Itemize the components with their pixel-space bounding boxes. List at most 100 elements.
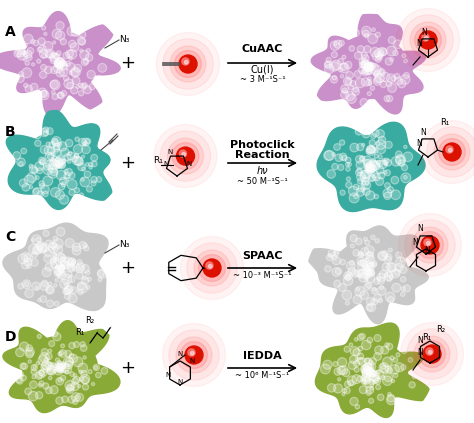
Circle shape	[48, 376, 52, 380]
Circle shape	[68, 152, 72, 155]
Circle shape	[361, 253, 364, 256]
Circle shape	[57, 266, 62, 270]
Circle shape	[361, 58, 368, 65]
Circle shape	[66, 50, 73, 58]
Circle shape	[371, 63, 378, 71]
Circle shape	[354, 87, 358, 92]
Circle shape	[27, 47, 34, 54]
Circle shape	[367, 368, 370, 371]
Circle shape	[66, 385, 74, 393]
Circle shape	[346, 157, 351, 163]
Circle shape	[400, 257, 405, 262]
Circle shape	[55, 58, 64, 67]
Circle shape	[91, 181, 96, 186]
Circle shape	[366, 145, 374, 153]
Circle shape	[371, 170, 378, 178]
Circle shape	[358, 252, 362, 256]
Circle shape	[345, 381, 351, 387]
Circle shape	[58, 162, 61, 165]
Circle shape	[35, 286, 38, 290]
Text: R₁: R₁	[75, 328, 84, 337]
Circle shape	[385, 141, 392, 148]
Circle shape	[98, 277, 102, 282]
Circle shape	[46, 368, 54, 375]
Circle shape	[56, 263, 63, 269]
Circle shape	[401, 74, 410, 84]
Circle shape	[381, 365, 388, 374]
Circle shape	[362, 178, 369, 185]
Text: +: +	[120, 259, 136, 277]
Circle shape	[96, 177, 101, 182]
Circle shape	[383, 158, 389, 164]
Circle shape	[332, 257, 340, 265]
Circle shape	[366, 370, 372, 375]
Circle shape	[419, 31, 437, 49]
Circle shape	[55, 266, 64, 275]
Circle shape	[342, 88, 347, 93]
Circle shape	[83, 59, 89, 64]
Circle shape	[364, 46, 371, 52]
Circle shape	[392, 379, 395, 383]
Circle shape	[396, 257, 405, 266]
Circle shape	[350, 346, 359, 356]
Circle shape	[56, 397, 63, 404]
Circle shape	[27, 173, 36, 182]
Circle shape	[403, 285, 410, 292]
Circle shape	[79, 370, 82, 374]
Circle shape	[65, 271, 72, 277]
Circle shape	[76, 272, 83, 279]
Circle shape	[48, 282, 52, 286]
Circle shape	[182, 153, 185, 156]
Circle shape	[32, 282, 40, 291]
Circle shape	[326, 255, 332, 261]
Circle shape	[342, 55, 346, 59]
Circle shape	[64, 262, 71, 269]
Circle shape	[335, 154, 343, 162]
Circle shape	[363, 156, 371, 164]
Circle shape	[366, 148, 372, 154]
Circle shape	[80, 374, 90, 384]
Circle shape	[71, 69, 79, 76]
Text: ~ 3 M⁻¹S⁻¹: ~ 3 M⁻¹S⁻¹	[240, 75, 285, 85]
Circle shape	[88, 370, 92, 374]
Circle shape	[58, 266, 65, 273]
Circle shape	[443, 143, 461, 161]
Text: ~ 50 M⁻¹S⁻¹: ~ 50 M⁻¹S⁻¹	[237, 176, 288, 186]
Circle shape	[355, 404, 360, 409]
Circle shape	[376, 276, 381, 280]
Circle shape	[347, 94, 356, 104]
Polygon shape	[311, 14, 426, 114]
Circle shape	[206, 262, 213, 269]
Circle shape	[366, 274, 375, 283]
Circle shape	[56, 22, 64, 30]
Circle shape	[402, 54, 406, 58]
Circle shape	[43, 165, 53, 175]
Circle shape	[78, 283, 87, 293]
Circle shape	[348, 361, 356, 369]
Circle shape	[363, 265, 369, 271]
Circle shape	[363, 188, 370, 195]
Circle shape	[50, 242, 56, 248]
Circle shape	[28, 391, 38, 401]
Circle shape	[73, 243, 81, 251]
Circle shape	[365, 252, 374, 260]
Circle shape	[39, 49, 48, 58]
Circle shape	[36, 242, 44, 250]
Circle shape	[56, 51, 61, 56]
Circle shape	[51, 258, 56, 264]
Circle shape	[56, 69, 64, 77]
Polygon shape	[315, 323, 429, 418]
Circle shape	[364, 160, 371, 166]
Circle shape	[372, 299, 378, 305]
Circle shape	[24, 282, 29, 286]
Circle shape	[17, 75, 24, 82]
Circle shape	[78, 289, 83, 295]
Circle shape	[71, 382, 79, 391]
Circle shape	[71, 67, 80, 77]
Circle shape	[385, 366, 392, 372]
Circle shape	[64, 350, 71, 357]
Circle shape	[354, 367, 359, 372]
Circle shape	[338, 164, 344, 170]
Circle shape	[356, 155, 363, 163]
Circle shape	[21, 261, 29, 269]
